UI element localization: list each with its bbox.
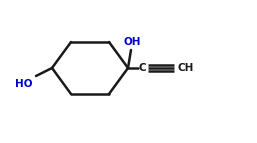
Text: C: C xyxy=(138,63,146,73)
Text: OH: OH xyxy=(123,37,141,47)
Text: CH: CH xyxy=(177,63,193,73)
Text: HO: HO xyxy=(15,79,33,89)
